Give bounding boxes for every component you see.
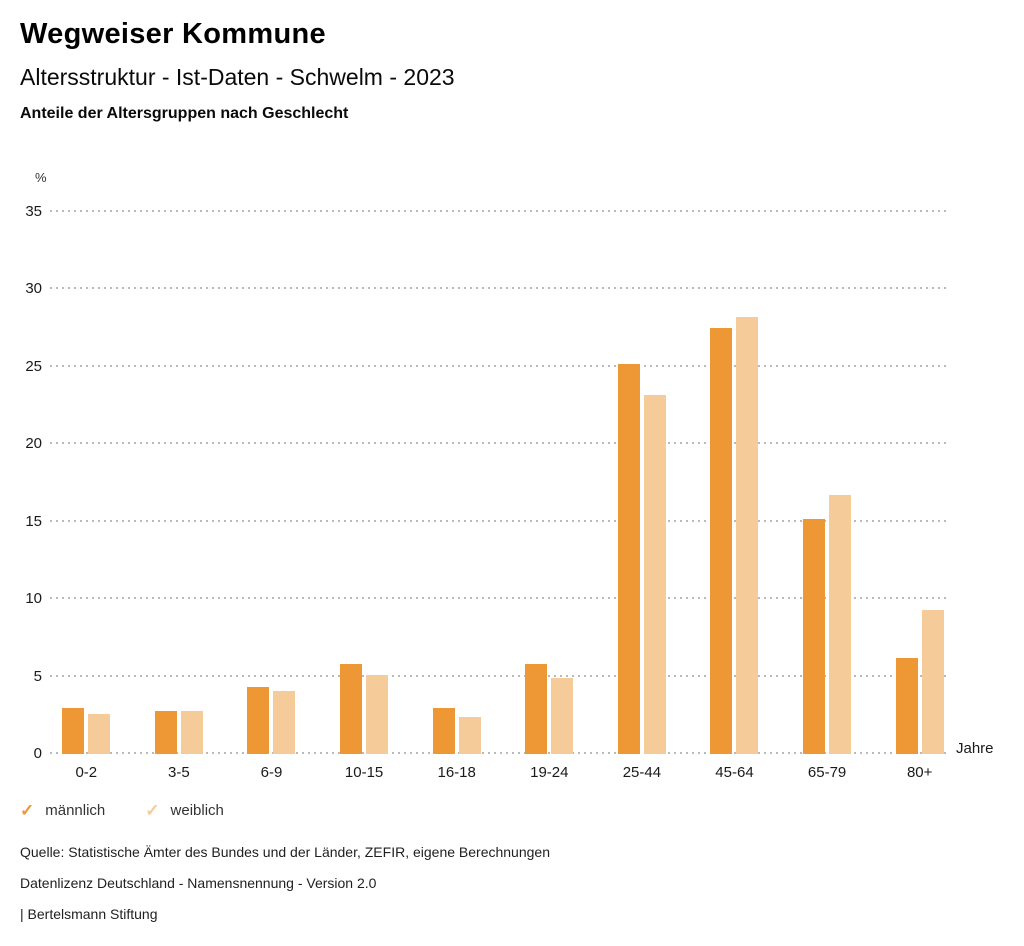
bar-group-16-18 — [410, 707, 503, 754]
checkmark-icon: ✓ — [20, 801, 35, 820]
app-title: Wegweiser Kommune — [20, 18, 326, 50]
x-tick-16-18: 16-18 — [437, 764, 476, 781]
x-tick-80+: 80+ — [906, 764, 933, 781]
gridline-15 — [50, 519, 950, 522]
bar-group-6-9 — [225, 687, 318, 754]
bar-weiblich-65-79[interactable] — [829, 495, 852, 754]
y-tick-10: 10 — [25, 590, 42, 608]
legend-item-maennlich[interactable]: ✓ männlich — [20, 802, 105, 819]
gridline-35 — [50, 210, 950, 212]
x-tick-65-79: 65-79 — [807, 764, 847, 781]
bar-group-19-24 — [503, 664, 596, 754]
source-note: Quelle: Statistische Ämter des Bundes un… — [20, 844, 550, 860]
bar-männlich-80+[interactable] — [895, 658, 918, 754]
y-tick-35: 35 — [25, 203, 42, 220]
y-tick-30: 30 — [25, 280, 42, 298]
bar-männlich-45-64[interactable] — [710, 328, 733, 754]
grid-layer: 0 5 10 15 20 25 30 35 — [25, 203, 950, 762]
bar-weiblich-80+[interactable] — [921, 609, 944, 754]
x-axis-labels: 0-2 3-5 6-9 10-15 16-18 19-24 25-44 45-64 65-79 8… — [40, 764, 966, 786]
legend-item-weiblich[interactable]: ✓ weiblich — [145, 802, 224, 819]
groups-layer — [40, 212, 966, 754]
x-tick-3-5: 3-5 — [168, 764, 190, 781]
y-tick-0: 0 — [33, 745, 42, 762]
bar-group-3-5 — [133, 710, 226, 754]
bar-männlich-6-9[interactable] — [247, 687, 270, 754]
bar-männlich-65-79[interactable] — [803, 518, 826, 754]
bar-weiblich-6-9[interactable] — [273, 690, 296, 754]
chart-subtitle: Anteile der Altersgruppen nach Geschlech… — [20, 105, 349, 122]
x-tick-0-2: 0-2 — [75, 764, 98, 781]
bar-group-10-15 — [318, 664, 411, 754]
license-note: Datenlizenz Deutschland - Namensnennung … — [20, 875, 377, 891]
y-axis-unit-label: % — [35, 170, 47, 185]
x-tick-10-15: 10-15 — [344, 764, 384, 781]
bar-weiblich-0-2[interactable] — [88, 713, 111, 754]
attribution-note: | Bertelsmann Stiftung — [20, 906, 158, 922]
bar-männlich-19-24[interactable] — [525, 664, 548, 754]
legend-label-weiblich: weiblich — [170, 802, 224, 819]
bar-group-45-64 — [688, 317, 781, 754]
bar-weiblich-3-5[interactable] — [180, 710, 203, 754]
bar-weiblich-45-64[interactable] — [736, 317, 759, 754]
y-tick-25: 25 — [25, 357, 42, 375]
bar-weiblich-19-24[interactable] — [551, 678, 574, 754]
bar-group-25-44 — [596, 363, 689, 754]
checkmark-icon: ✓ — [145, 801, 160, 820]
bar-männlich-0-2[interactable] — [62, 707, 85, 754]
legend: ✓ männlich ✓ weiblich — [20, 802, 224, 819]
gridline-0 — [50, 752, 950, 754]
x-axis-unit-label: Jahre — [956, 740, 994, 757]
y-tick-20: 20 — [25, 435, 42, 453]
x-tick-25-44: 25-44 — [622, 764, 662, 781]
bar-männlich-10-15[interactable] — [340, 664, 363, 754]
x-tick-6-9: 6-9 — [260, 764, 283, 781]
bar-männlich-16-18[interactable] — [432, 707, 455, 754]
gridline-5 — [50, 674, 950, 677]
bar-männlich-25-44[interactable] — [617, 363, 640, 754]
bar-männlich-3-5[interactable] — [154, 710, 177, 754]
y-tick-15: 15 — [25, 512, 42, 530]
bar-weiblich-25-44[interactable] — [643, 394, 666, 754]
bar-weiblich-16-18[interactable] — [458, 716, 481, 754]
chart-title: Altersstruktur - Ist-Daten - Schwelm - 2… — [20, 64, 455, 90]
bar-group-80+ — [873, 609, 966, 754]
x-tick-19-24: 19-24 — [530, 764, 569, 781]
gridline-20 — [50, 442, 950, 445]
bar-group-65-79 — [781, 495, 874, 754]
gridline-10 — [50, 597, 950, 600]
gridline-25 — [50, 364, 950, 367]
bar-weiblich-10-15[interactable] — [366, 675, 389, 754]
y-tick-5: 5 — [33, 667, 42, 685]
gridline-30 — [50, 287, 950, 290]
x-tick-45-64: 45-64 — [715, 764, 754, 781]
bar-group-0-2 — [40, 707, 133, 754]
legend-label-maennlich: männlich — [45, 802, 106, 819]
